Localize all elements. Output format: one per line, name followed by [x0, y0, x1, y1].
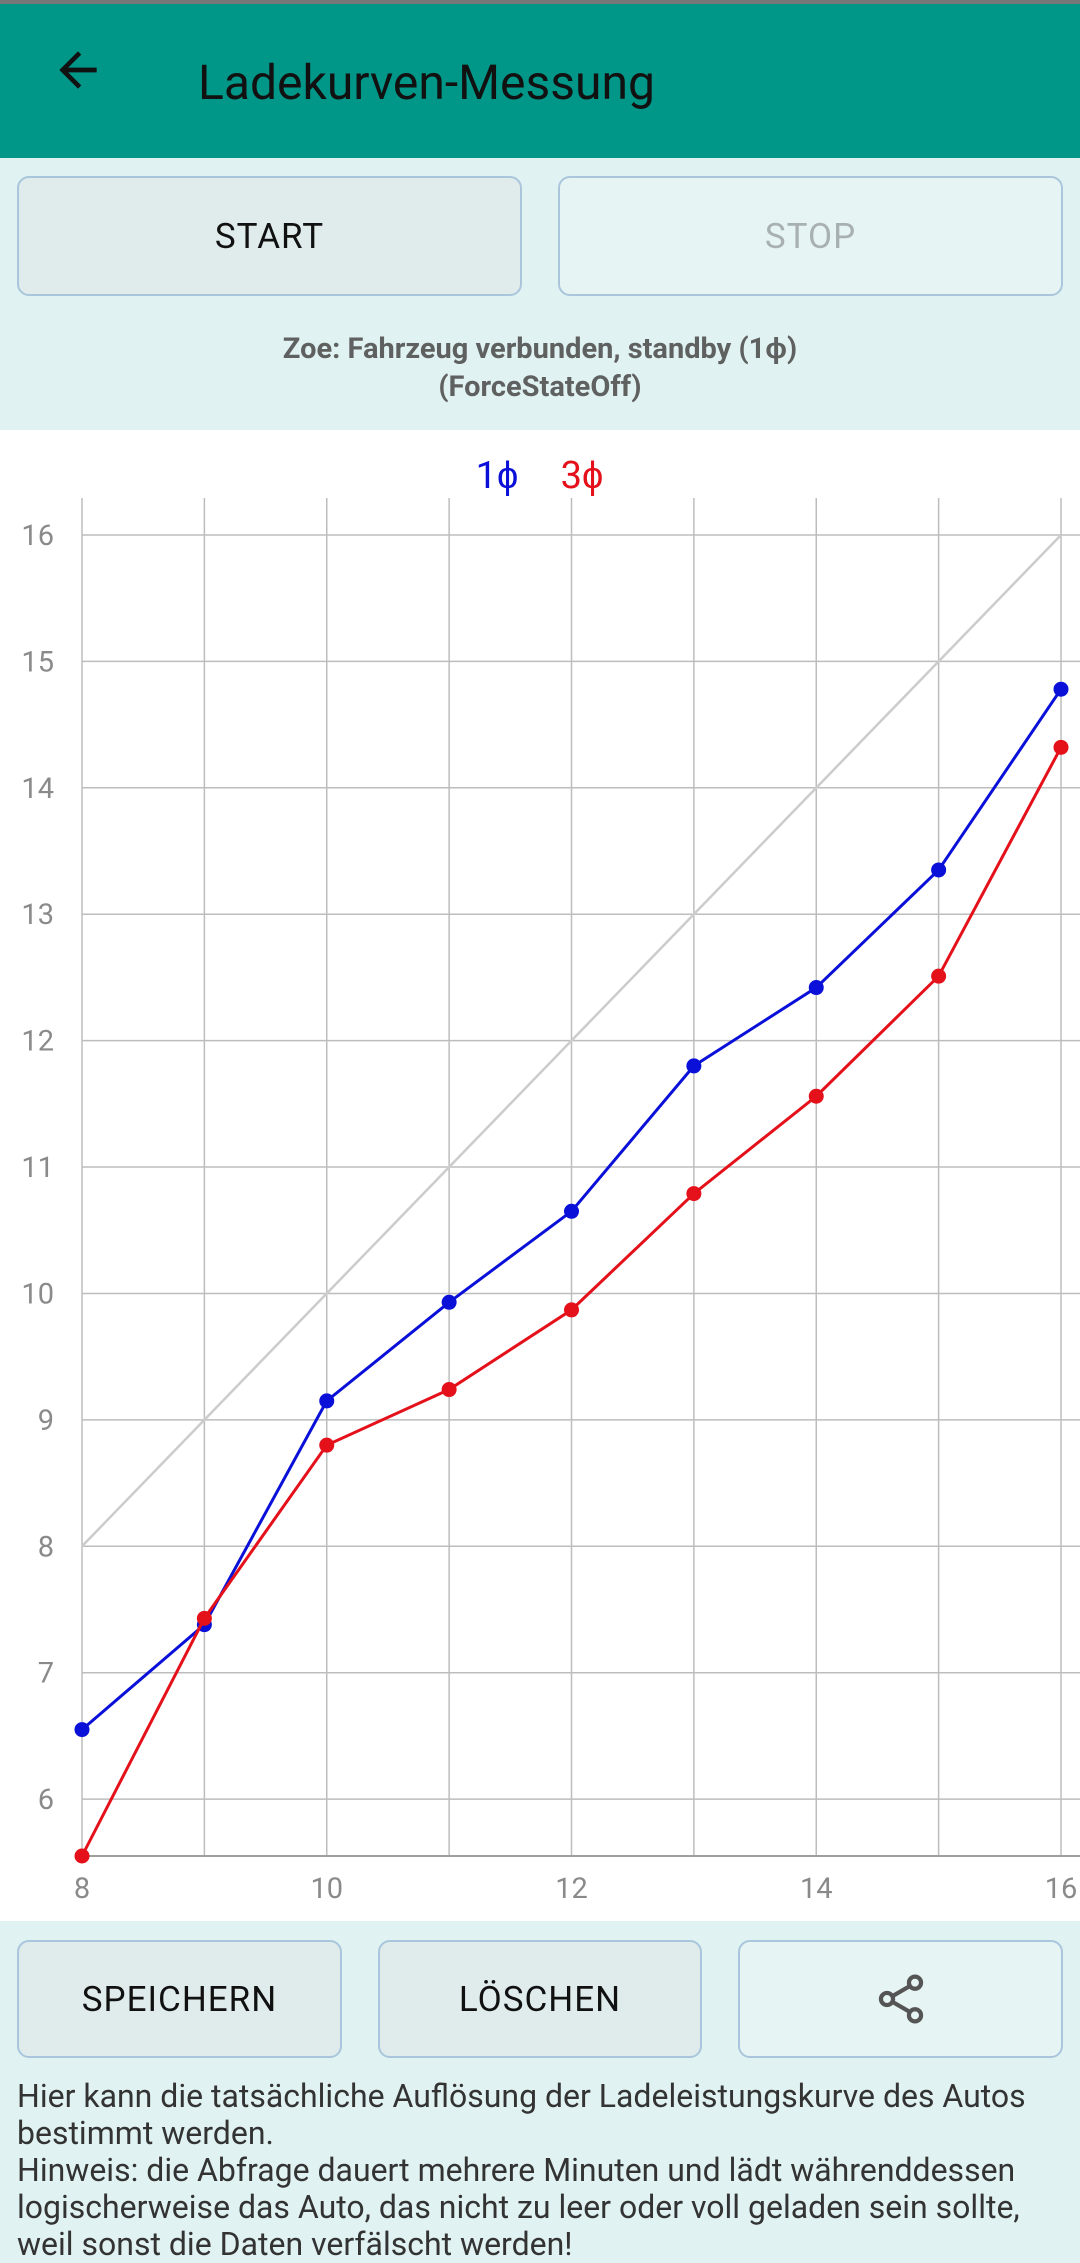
start-button[interactable]: START	[17, 176, 522, 296]
back-button[interactable]	[50, 42, 106, 98]
data-point	[686, 1186, 702, 1202]
data-point	[931, 968, 947, 984]
note-line: bestimmt werden.	[17, 2114, 274, 2152]
data-point	[1053, 681, 1069, 697]
data-point	[74, 1722, 90, 1738]
data-point	[686, 1058, 702, 1074]
y-tick-label: 7	[38, 1657, 54, 1691]
status-line: (ForceStateOff)	[438, 370, 642, 404]
legend-entry: 3ϕ	[561, 454, 604, 498]
status-text: Zoe: Fahrzeug verbunden, standby (1ϕ) (F…	[0, 330, 1080, 406]
data-point	[441, 1382, 457, 1398]
x-tick-label: 14	[800, 1872, 833, 1906]
note: Hier kann die tatsächliche Auflösung der…	[17, 2078, 1077, 2263]
delete-button[interactable]: LÖSCHEN	[378, 1940, 702, 2058]
status-bar	[0, 0, 1080, 4]
y-tick-label: 12	[21, 1025, 54, 1059]
data-point	[74, 1848, 90, 1864]
chart: 6 7 8 9 10 11 12 13 14 15 16 8 10 12 14 16 1ϕ 3ϕ	[21, 454, 1080, 1906]
note-line: Hier kann die tatsächliche Auflösung der…	[17, 2077, 1026, 2115]
legend-entry: 1ϕ	[476, 454, 519, 498]
note-line: weil sonst die Daten verfälscht werden!	[17, 2225, 573, 2263]
data-point	[196, 1610, 212, 1626]
reference-line	[81, 534, 1062, 1548]
data-point	[441, 1294, 457, 1310]
data-point	[808, 1088, 824, 1104]
data-point	[808, 980, 824, 996]
y-tick-label: 14	[21, 772, 54, 806]
y-tick-label: 11	[21, 1151, 54, 1185]
y-tick-label: 6	[38, 1783, 54, 1817]
data-point	[1053, 739, 1069, 755]
title: Ladekurven-Messung	[198, 54, 655, 111]
y-tick-label: 8	[38, 1530, 54, 1564]
data-point	[564, 1302, 579, 1318]
data-point	[319, 1437, 335, 1453]
stop-button: STOP	[558, 176, 1063, 296]
y-tick-label: 10	[21, 1277, 54, 1311]
x-tick-label: 10	[310, 1872, 343, 1906]
x-tick-label: 12	[555, 1872, 588, 1906]
y-tick-label: 13	[21, 898, 54, 932]
note-line: logischerweise das Auto, das nicht zu le…	[17, 2188, 1020, 2226]
data-point	[564, 1203, 579, 1219]
x-tick-label: 8	[74, 1872, 90, 1906]
y-tick-label: 15	[21, 645, 54, 679]
note-line: Hinweis: die Abfrage dauert mehrere Minu…	[17, 2151, 1016, 2189]
y-tick-label: 16	[21, 519, 54, 553]
data-point	[931, 862, 947, 878]
status-line: Zoe: Fahrzeug verbunden, standby (1ϕ)	[282, 332, 798, 366]
chart-area: 6 7 8 9 10 11 12 13 14 15 16 8 10 12 14 16 1ϕ 3ϕ	[0, 430, 1080, 1921]
y-tick-label: 9	[38, 1404, 54, 1438]
app-bar: Ladekurven-Messung	[0, 4, 1080, 158]
data-point	[319, 1393, 335, 1409]
share-button[interactable]	[738, 1940, 1063, 2058]
save-button[interactable]: SPEICHERN	[17, 1940, 342, 2058]
share-icon	[878, 1974, 923, 2024]
x-tick-label: 16	[1045, 1872, 1078, 1906]
